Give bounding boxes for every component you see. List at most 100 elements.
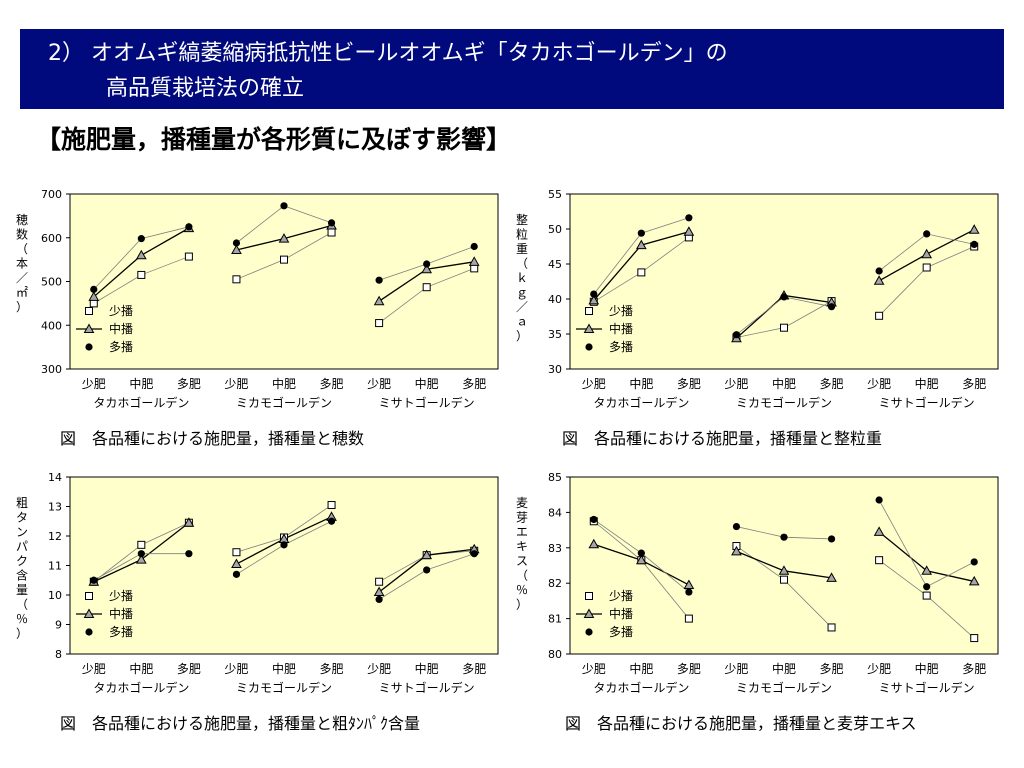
- data-point-3: [185, 550, 193, 558]
- data-point-3: [685, 214, 693, 222]
- x-tick-label: 中肥: [272, 376, 296, 391]
- y-axis-label-char: ／: [516, 300, 528, 314]
- data-point-1: [375, 319, 384, 328]
- legend-marker: [85, 592, 93, 600]
- legend-label: 中播: [609, 606, 633, 621]
- data-point-3: [970, 558, 978, 566]
- y-tick-label: 500: [41, 276, 62, 289]
- x-tick-label: 多肥: [820, 662, 844, 676]
- group-label: ミサトゴールデン: [879, 680, 975, 695]
- data-point-1: [875, 311, 884, 320]
- plot-area: [69, 193, 499, 370]
- data-point-3: [685, 588, 693, 596]
- y-tick-label: 700: [41, 188, 62, 201]
- data-point-1: [232, 275, 241, 284]
- y-axis-label-char: 量: [16, 583, 28, 597]
- y-axis-label-char: ／: [16, 271, 28, 285]
- y-axis-label-char: （: [16, 598, 28, 612]
- group-label: タカホゴールデン: [593, 680, 689, 695]
- legend-label: 多播: [109, 340, 133, 354]
- x-tick-label: 少肥: [724, 377, 748, 391]
- data-point-3: [185, 223, 193, 231]
- y-axis-label-char: エ: [516, 525, 528, 539]
- data-point-1: [875, 556, 884, 565]
- y-tick-label: 40: [548, 293, 562, 306]
- y-axis-label-char: ）: [516, 329, 528, 343]
- data-point-3: [590, 290, 598, 298]
- data-point-1: [422, 283, 431, 292]
- y-tick-label: 14: [48, 471, 62, 484]
- data-point-2: [231, 244, 242, 254]
- data-point-1: [637, 268, 646, 277]
- data-point-3: [875, 267, 883, 275]
- data-point-2: [135, 554, 147, 564]
- y-tick-label: 400: [41, 319, 62, 332]
- x-tick-label: 少肥: [367, 377, 391, 391]
- data-point-3: [780, 533, 788, 541]
- y-axis-label-char: 穂: [16, 213, 28, 227]
- data-point-2: [135, 249, 147, 260]
- data-point-1: [970, 634, 979, 643]
- y-tick-label: 81: [548, 613, 562, 626]
- y-tick-label: 85: [548, 471, 562, 484]
- group-label: タカホゴールデン: [93, 395, 189, 410]
- data-point-3: [970, 240, 978, 248]
- y-axis-label-char: パ: [16, 540, 28, 554]
- x-tick-label: 多肥: [677, 377, 701, 391]
- title-line-1: 2） オオムギ縞萎縮病抵抗性ビールオオムギ「タカホゴールデン」の: [48, 41, 728, 66]
- data-point-3: [232, 239, 241, 247]
- y-tick-label: 55: [548, 188, 562, 201]
- x-tick-label: 多肥: [820, 377, 844, 391]
- y-tick-label: 50: [548, 223, 562, 236]
- title-line-2: 高品質栽培法の確立: [106, 76, 305, 101]
- y-axis-label-char: 整: [516, 212, 528, 227]
- x-tick-label: 中肥: [129, 376, 153, 391]
- data-point-2: [231, 558, 242, 569]
- legend-marker: [585, 628, 593, 636]
- y-axis-label-char: ％: [516, 583, 528, 597]
- y-axis-label-char: タ: [16, 511, 28, 525]
- title-bar: 2） オオムギ縞萎縮病抵抗性ビールオオムギ「タカホゴールデン」の 高品質栽培法の…: [20, 29, 1004, 109]
- legend-marker: [585, 592, 593, 600]
- x-tick-label: 少肥: [724, 662, 748, 676]
- x-tick-label: 中肥: [629, 376, 653, 391]
- y-axis-label-char: 含: [16, 568, 28, 583]
- data-point-2: [778, 565, 790, 575]
- x-tick-label: 少肥: [82, 377, 106, 391]
- data-point-2: [421, 263, 433, 274]
- data-point-2: [731, 545, 742, 556]
- data-point-1: [184, 252, 193, 261]
- y-axis-label-char: キ: [516, 540, 528, 554]
- y-tick-label: 300: [41, 363, 62, 376]
- data-point-3: [637, 229, 645, 237]
- y-axis-label-char: （: [16, 242, 28, 256]
- legend-marker: [85, 343, 93, 351]
- y-tick-label: 600: [41, 232, 62, 245]
- group-label: ミカモゴールデン: [236, 680, 332, 695]
- x-tick-label: 少肥: [82, 662, 106, 676]
- legend-marker: [585, 343, 593, 351]
- legend-marker: [583, 323, 595, 333]
- data-point-3: [780, 293, 788, 301]
- data-point-1: [137, 270, 146, 279]
- y-axis-label-char: ａ: [516, 315, 528, 329]
- y-tick-label: 11: [48, 560, 62, 573]
- data-point-1: [280, 255, 288, 264]
- data-point-3: [732, 522, 741, 531]
- x-tick-label: 多肥: [462, 662, 486, 676]
- data-point-2: [588, 538, 600, 549]
- data-point-1: [684, 614, 693, 623]
- legend-label: 中播: [109, 606, 133, 621]
- x-tick-label: 多肥: [462, 377, 486, 391]
- data-point-1: [232, 548, 241, 557]
- y-axis-label-char: （: [516, 569, 528, 583]
- x-tick-label: 多肥: [677, 662, 701, 676]
- y-tick-label: 80: [548, 648, 562, 661]
- data-point-1: [137, 540, 146, 549]
- data-point-3: [923, 230, 931, 238]
- data-point-2: [921, 565, 933, 575]
- y-tick-label: 8: [55, 648, 62, 661]
- y-tick-label: 30: [548, 363, 562, 376]
- group-label: ミカモゴールデン: [236, 395, 332, 410]
